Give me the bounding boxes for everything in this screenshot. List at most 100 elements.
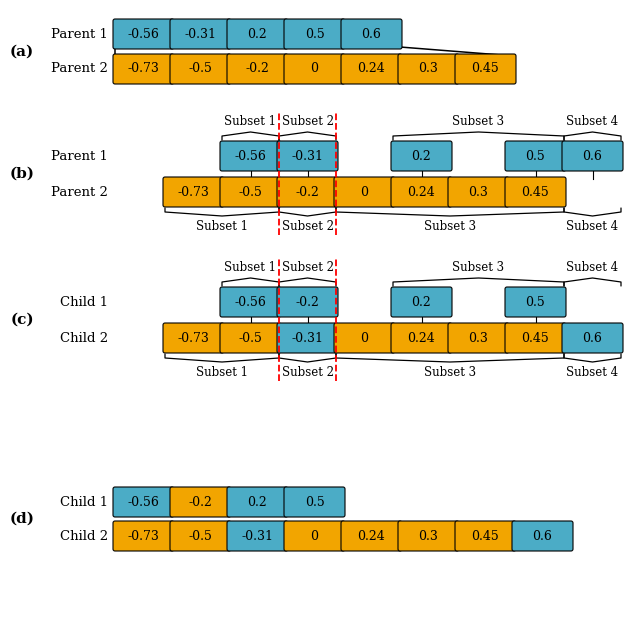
Text: 0.3: 0.3 xyxy=(469,185,488,198)
FancyBboxPatch shape xyxy=(220,323,281,353)
FancyBboxPatch shape xyxy=(113,19,174,49)
Text: 0.24: 0.24 xyxy=(357,62,386,76)
Text: 0.2: 0.2 xyxy=(412,296,431,308)
FancyBboxPatch shape xyxy=(562,323,623,353)
FancyBboxPatch shape xyxy=(391,141,452,171)
Text: 0.45: 0.45 xyxy=(471,530,500,542)
Text: Parent 1: Parent 1 xyxy=(51,27,108,41)
Text: 0.3: 0.3 xyxy=(469,331,488,344)
FancyBboxPatch shape xyxy=(163,323,224,353)
Text: 0.5: 0.5 xyxy=(305,495,324,509)
Text: -0.56: -0.56 xyxy=(128,27,160,41)
Text: -0.56: -0.56 xyxy=(235,296,267,308)
Text: (b): (b) xyxy=(9,167,34,181)
FancyBboxPatch shape xyxy=(512,521,573,551)
FancyBboxPatch shape xyxy=(277,177,338,207)
FancyBboxPatch shape xyxy=(455,54,516,84)
Text: 0.6: 0.6 xyxy=(362,27,381,41)
FancyBboxPatch shape xyxy=(227,54,288,84)
Text: 0.5: 0.5 xyxy=(526,150,545,162)
FancyBboxPatch shape xyxy=(334,323,395,353)
FancyBboxPatch shape xyxy=(398,54,459,84)
Text: Child 1: Child 1 xyxy=(60,495,108,509)
Text: (c): (c) xyxy=(10,313,34,327)
Text: 0: 0 xyxy=(361,185,369,198)
FancyBboxPatch shape xyxy=(277,141,338,171)
Text: Subset 3: Subset 3 xyxy=(424,220,476,233)
Text: Subset 3: Subset 3 xyxy=(453,115,505,128)
Text: 0.5: 0.5 xyxy=(305,27,324,41)
Text: -0.2: -0.2 xyxy=(295,296,319,308)
Text: 0.6: 0.6 xyxy=(583,331,602,344)
Text: Subset 4: Subset 4 xyxy=(567,115,618,128)
Text: Subset 2: Subset 2 xyxy=(282,115,334,128)
Text: Subset 3: Subset 3 xyxy=(424,366,476,379)
Text: 0.3: 0.3 xyxy=(419,530,438,542)
FancyBboxPatch shape xyxy=(455,521,516,551)
FancyBboxPatch shape xyxy=(113,487,174,517)
Text: Child 2: Child 2 xyxy=(60,530,108,542)
FancyBboxPatch shape xyxy=(170,54,231,84)
Text: (d): (d) xyxy=(9,512,34,526)
Text: 0.24: 0.24 xyxy=(408,331,435,344)
Text: Subset 1: Subset 1 xyxy=(196,366,248,379)
FancyBboxPatch shape xyxy=(113,521,174,551)
FancyBboxPatch shape xyxy=(334,177,395,207)
Text: -0.2: -0.2 xyxy=(188,495,212,509)
Text: (a): (a) xyxy=(10,45,34,59)
FancyBboxPatch shape xyxy=(284,521,345,551)
Text: -0.73: -0.73 xyxy=(128,62,160,76)
Text: -0.5: -0.5 xyxy=(239,331,262,344)
FancyBboxPatch shape xyxy=(220,287,281,317)
Text: Child 2: Child 2 xyxy=(60,331,108,344)
FancyBboxPatch shape xyxy=(220,177,281,207)
Text: -0.31: -0.31 xyxy=(185,27,217,41)
FancyBboxPatch shape xyxy=(284,54,345,84)
FancyBboxPatch shape xyxy=(227,521,288,551)
Text: 0.5: 0.5 xyxy=(526,296,545,308)
Text: 0.24: 0.24 xyxy=(408,185,435,198)
Text: Child 1: Child 1 xyxy=(60,296,108,308)
Text: 0.2: 0.2 xyxy=(248,495,267,509)
Text: -0.31: -0.31 xyxy=(292,331,324,344)
Text: 0.3: 0.3 xyxy=(419,62,438,76)
Text: 0.2: 0.2 xyxy=(412,150,431,162)
FancyBboxPatch shape xyxy=(170,487,231,517)
Text: -0.73: -0.73 xyxy=(128,530,160,542)
Text: Subset 4: Subset 4 xyxy=(567,366,618,379)
FancyBboxPatch shape xyxy=(170,19,231,49)
FancyBboxPatch shape xyxy=(505,177,566,207)
Text: Subset 4: Subset 4 xyxy=(567,261,618,274)
FancyBboxPatch shape xyxy=(284,19,345,49)
FancyBboxPatch shape xyxy=(341,521,402,551)
Text: Subset 1: Subset 1 xyxy=(225,115,277,128)
Text: Subset 2: Subset 2 xyxy=(282,366,334,379)
Text: -0.5: -0.5 xyxy=(188,62,212,76)
Text: Subset 2: Subset 2 xyxy=(282,220,334,233)
Text: Parent 1: Parent 1 xyxy=(51,150,108,162)
Text: -0.73: -0.73 xyxy=(178,331,210,344)
Text: Subset 4: Subset 4 xyxy=(567,220,618,233)
FancyBboxPatch shape xyxy=(505,141,566,171)
Text: Subset 1: Subset 1 xyxy=(225,261,277,274)
Text: 0.2: 0.2 xyxy=(248,27,267,41)
FancyBboxPatch shape xyxy=(398,521,459,551)
Text: -0.73: -0.73 xyxy=(178,185,210,198)
Text: -0.2: -0.2 xyxy=(245,62,269,76)
FancyBboxPatch shape xyxy=(341,19,402,49)
Text: 0.6: 0.6 xyxy=(533,530,552,542)
Text: -0.5: -0.5 xyxy=(239,185,262,198)
Text: Subset 2: Subset 2 xyxy=(282,261,334,274)
FancyBboxPatch shape xyxy=(448,323,509,353)
Text: 0: 0 xyxy=(310,530,319,542)
FancyBboxPatch shape xyxy=(284,487,345,517)
Text: 0: 0 xyxy=(310,62,319,76)
Text: Parent 2: Parent 2 xyxy=(51,62,108,76)
Text: 0.6: 0.6 xyxy=(583,150,602,162)
Text: 0.45: 0.45 xyxy=(521,331,550,344)
FancyBboxPatch shape xyxy=(448,177,509,207)
Text: -0.31: -0.31 xyxy=(292,150,324,162)
Text: 0.45: 0.45 xyxy=(471,62,500,76)
FancyBboxPatch shape xyxy=(562,141,623,171)
FancyBboxPatch shape xyxy=(220,141,281,171)
